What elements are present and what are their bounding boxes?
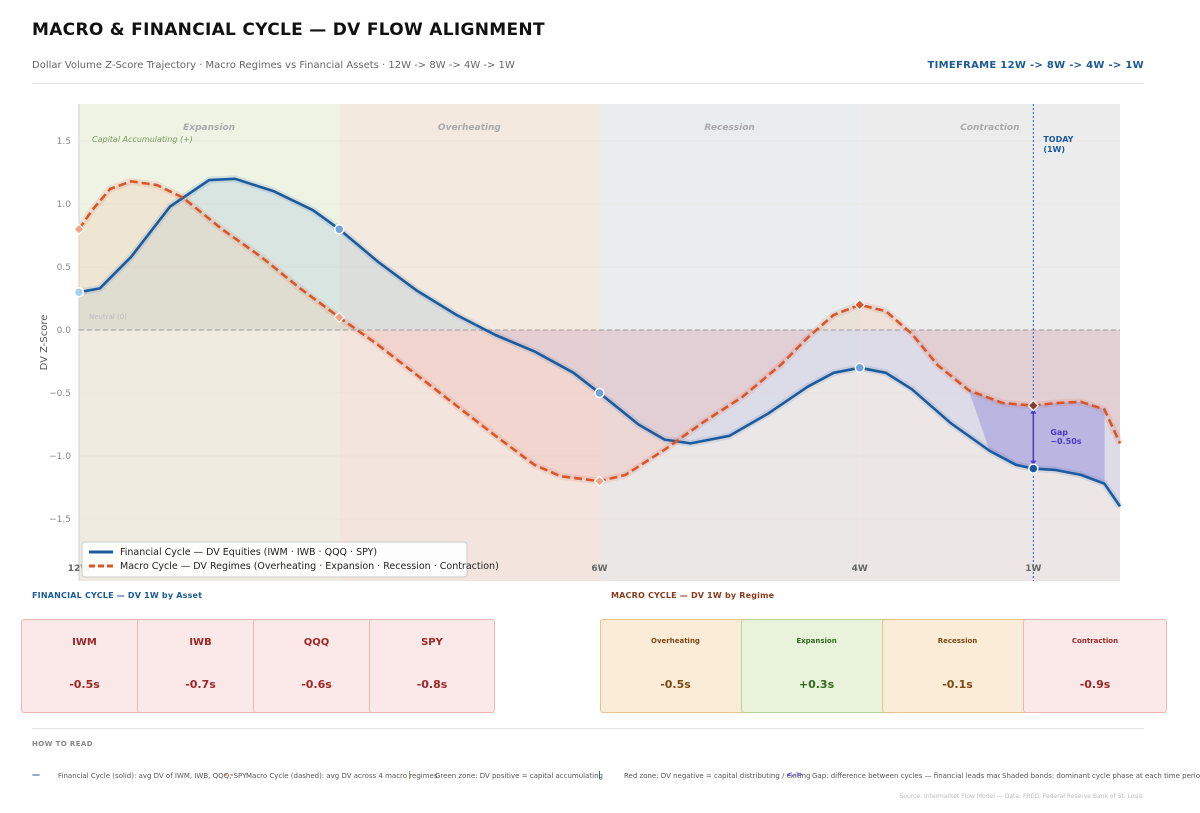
asset-card-label: IWB [189,637,212,648]
financial-point [334,223,345,235]
how-to-read-item: Macro Cycle (dashed): avg DV across 4 ma… [246,772,438,780]
financial-point [854,362,865,374]
y-tick-label: 0.5 [57,263,71,273]
gap-label: Gap [1050,428,1068,437]
asset-card-value: -0.5s [69,678,100,691]
regime-card-label: Recession [937,637,978,645]
legend-box [81,541,468,578]
asset-card-label: QQQ [303,637,330,648]
gap-value-label: −0.50s [1050,437,1081,446]
timeframe-label: TIMEFRAME 12W -> 8W -> 4W -> 1W [927,60,1144,71]
legend-financial-label: Financial Cycle — DV Equities (IWM · IWB… [120,547,377,558]
macro-point [853,298,866,311]
asset-card-value: -0.7s [185,678,216,691]
page-subtitle: Dollar Volume Z-Score Trajectory · Macro… [32,60,515,71]
financial-cycle-heading: FINANCIAL CYCLE — DV 1W by Asset [32,591,203,600]
regime-card-label: Expansion [796,637,837,645]
how-to-read-item: Green zone: DV positive = capital accumu… [435,772,603,780]
source-note: Source: Intermarket Flow Model — Data: F… [899,793,1143,800]
financial-cycle-line [78,177,1122,508]
solid-line-icon: — [32,770,40,779]
y-tick-label: −1.5 [49,515,71,525]
regime-label: Recession [704,123,754,133]
y-tick-label: −1.0 [49,452,71,462]
macro-point [73,223,85,236]
x-tick-label: 1W [1025,564,1041,574]
header-divider [32,83,1144,84]
regime-card-contraction: Contraction -0.9s [1023,619,1167,713]
today-sub-label: (1W) [1043,145,1065,154]
series-area-positive [79,181,1120,330]
regime-card-label: Contraction [1071,637,1119,645]
how-to-read-item: Shaded bands: dominant cycle phase at ea… [1000,772,1200,780]
neutral-label: Neutral (0) [89,313,127,321]
how-to-read-item: Red zone: DV negative = capital distribu… [624,772,811,780]
regime-card-value: -0.1s [942,678,973,691]
regime-label: Expansion [183,123,235,133]
regime-label: Overheating [438,123,501,133]
financial-point [594,387,605,399]
y-tick-label: 1.0 [57,200,72,210]
regime-card-overheating: Overheating -0.5s [600,619,751,713]
asset-card-label: IWM [72,637,97,648]
positive-zone-label: Capital Accumulating (+) [92,135,193,144]
gap-arrow-icon: <-> [786,770,803,779]
how-to-read-item: Gap: difference between cycles — financi… [812,772,1064,780]
regime-card-value: +0.3s [798,678,835,691]
asset-card-value: -0.8s [416,678,448,691]
footer-divider [32,728,1144,729]
today-label: TODAY [1043,135,1073,144]
macro-cycle-heading: MACRO CYCLE — DV 1W by Regime [611,591,775,600]
asset-card-spy: SPY -0.8s [369,619,495,713]
asset-card-qqq: QQQ -0.6s [253,619,380,713]
financial-point [1028,463,1039,474]
asset-card-iwb: IWB -0.7s [137,619,264,713]
red-zone-icon: | [598,770,601,779]
x-tick-label: 4W [852,564,868,574]
x-tick-label: 12W [68,564,91,574]
chart-legend: Financial Cycle — DV Equities (IWM · IWB… [81,541,499,578]
green-zone-icon: | [408,770,411,779]
page-title: MACRO & FINANCIAL CYCLE — DV FLOW ALIGNM… [32,20,545,40]
dv-zscore-chart: −1.5 −1.0 −0.5 0.0 0.5 1.0 1.5 DV Z-Score Expans… [39,104,1124,581]
financial-point [73,286,85,298]
y-tick-label: −0.5 [49,389,71,399]
series-area-positive [79,178,1120,330]
regime-band-overheating [339,104,600,581]
regime-card-expansion: Expansion +0.3s [741,619,892,713]
regime-band-recession [599,104,860,581]
asset-card-value: -0.6s [301,678,332,691]
legend-macro-label: Macro Cycle — DV Regimes (Overheating · … [120,561,499,572]
asset-card-label: SPY [421,637,443,648]
gap-arrow-head-down [1030,460,1037,466]
series-area-negative [79,330,1120,482]
regime-band-contraction [859,104,1120,581]
macro-point [333,311,346,324]
y-axis-label: DV Z-Score [39,315,50,371]
macro-point [1027,399,1040,412]
macro-point [593,475,606,488]
how-to-read-title: HOW TO READ [32,740,93,748]
regime-card-recession: Recession -0.1s [882,619,1033,713]
regime-label: Contraction [960,123,1019,133]
regime-card-value: -0.9s [1079,678,1111,691]
macro-cycle-line [77,180,1122,483]
x-tick-label: 6W [591,564,607,574]
asset-card-iwm: IWM -0.5s [21,619,148,713]
how-to-read-item: Financial Cycle (solid): avg DV of IWM, … [58,772,247,780]
regime-card-label: Overheating [651,637,700,645]
y-tick-label: 0.0 [57,326,72,336]
regime-card-value: -0.5s [660,678,691,691]
y-tick-label: 1.5 [57,137,71,147]
dashed-line-icon: - - [224,770,234,779]
series-area-negative [79,330,1120,507]
